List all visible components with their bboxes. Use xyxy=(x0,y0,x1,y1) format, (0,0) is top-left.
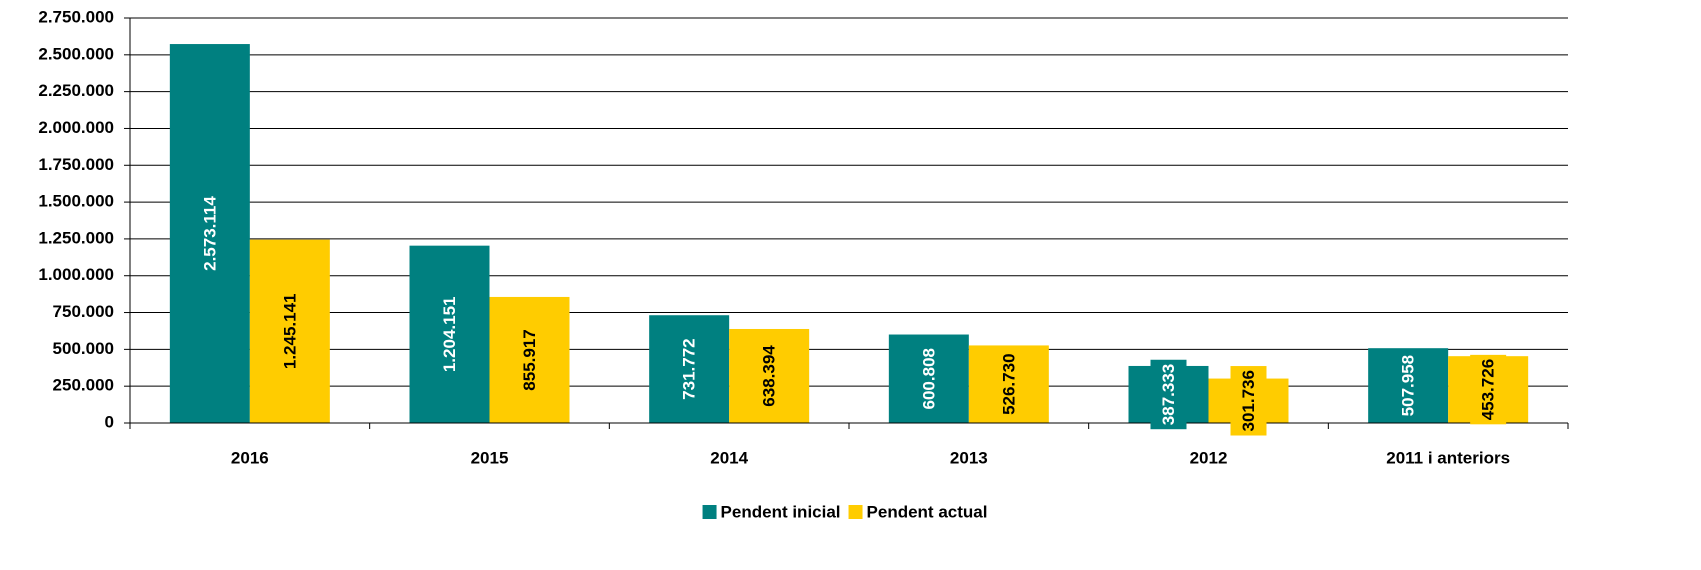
data-label: 526.730 xyxy=(999,353,1018,414)
data-label: 387.333 xyxy=(1159,364,1178,425)
data-label-bg xyxy=(271,289,308,374)
data-label-group: 526.730 xyxy=(990,349,1027,419)
data-label-group: 638.394 xyxy=(751,340,788,411)
y-tick-label: 1.250.000 xyxy=(38,228,114,247)
data-label-bg xyxy=(1390,350,1427,421)
y-tick-label: 1.750.000 xyxy=(38,155,114,174)
y-tick-label: 2.000.000 xyxy=(38,118,114,137)
data-label-bg xyxy=(511,325,548,395)
data-label-bg xyxy=(431,292,468,377)
x-tick-label: 2012 xyxy=(1190,448,1228,467)
y-tick-label: 1.000.000 xyxy=(38,265,114,284)
x-tick-label: 2015 xyxy=(471,448,509,467)
legend: Pendent inicial Pendent actual xyxy=(702,502,988,521)
data-label-group: 453.726 xyxy=(1470,354,1507,425)
data-label-group: 2.573.114 xyxy=(191,191,228,275)
data-label: 1.245.141 xyxy=(280,293,299,369)
y-tick-label: 2.750.000 xyxy=(38,7,114,26)
x-tick-label: 2016 xyxy=(231,448,269,467)
data-label-bg xyxy=(990,349,1027,419)
data-label: 507.958 xyxy=(1399,355,1418,416)
data-label-bg xyxy=(1150,359,1187,430)
x-tick-label: 2011 i anteriors xyxy=(1386,448,1510,467)
data-label: 600.808 xyxy=(919,348,938,409)
data-label-bg xyxy=(1230,366,1267,436)
data-label-bg xyxy=(751,340,788,411)
data-label-bg xyxy=(910,344,947,414)
legend-swatch xyxy=(702,505,717,519)
data-label: 638.394 xyxy=(760,345,779,407)
data-label: 2.573.114 xyxy=(200,196,219,271)
data-label-group: 507.958 xyxy=(1390,350,1427,421)
data-label-group: 731.772 xyxy=(671,334,708,404)
legend-label: Pendent inicial xyxy=(721,502,841,521)
legend-swatch xyxy=(848,505,863,519)
x-tick-label: 2014 xyxy=(710,448,748,467)
data-label: 1.204.151 xyxy=(440,297,459,373)
data-label: 731.772 xyxy=(680,338,699,399)
y-tick-label: 2.250.000 xyxy=(38,81,114,100)
data-label-group: 1.245.141 xyxy=(271,289,308,374)
grid xyxy=(130,17,1568,424)
data-label-bg xyxy=(191,191,228,275)
y-tick-label: 2.500.000 xyxy=(38,44,114,63)
legend-label: Pendent actual xyxy=(867,502,988,521)
data-label-bg xyxy=(671,334,708,404)
y-tick-label: 1.500.000 xyxy=(38,192,114,211)
data-label-group: 855.917 xyxy=(511,325,548,395)
y-tick-label: 750.000 xyxy=(53,302,114,321)
data-label-bg xyxy=(1470,354,1507,425)
data-label: 301.736 xyxy=(1239,370,1258,431)
data-label-group: 387.333 xyxy=(1150,359,1187,430)
data-label: 855.917 xyxy=(520,329,539,390)
y-tick-label: 250.000 xyxy=(53,376,114,395)
y-tick-label: 500.000 xyxy=(53,339,114,358)
x-tick-label: 2013 xyxy=(950,448,988,467)
y-tick-label: 0 xyxy=(105,412,114,431)
data-label-group: 301.736 xyxy=(1230,366,1267,436)
data-label: 453.726 xyxy=(1479,359,1498,420)
data-label-group: 1.204.151 xyxy=(431,292,468,377)
data-label-group: 600.808 xyxy=(910,344,947,414)
